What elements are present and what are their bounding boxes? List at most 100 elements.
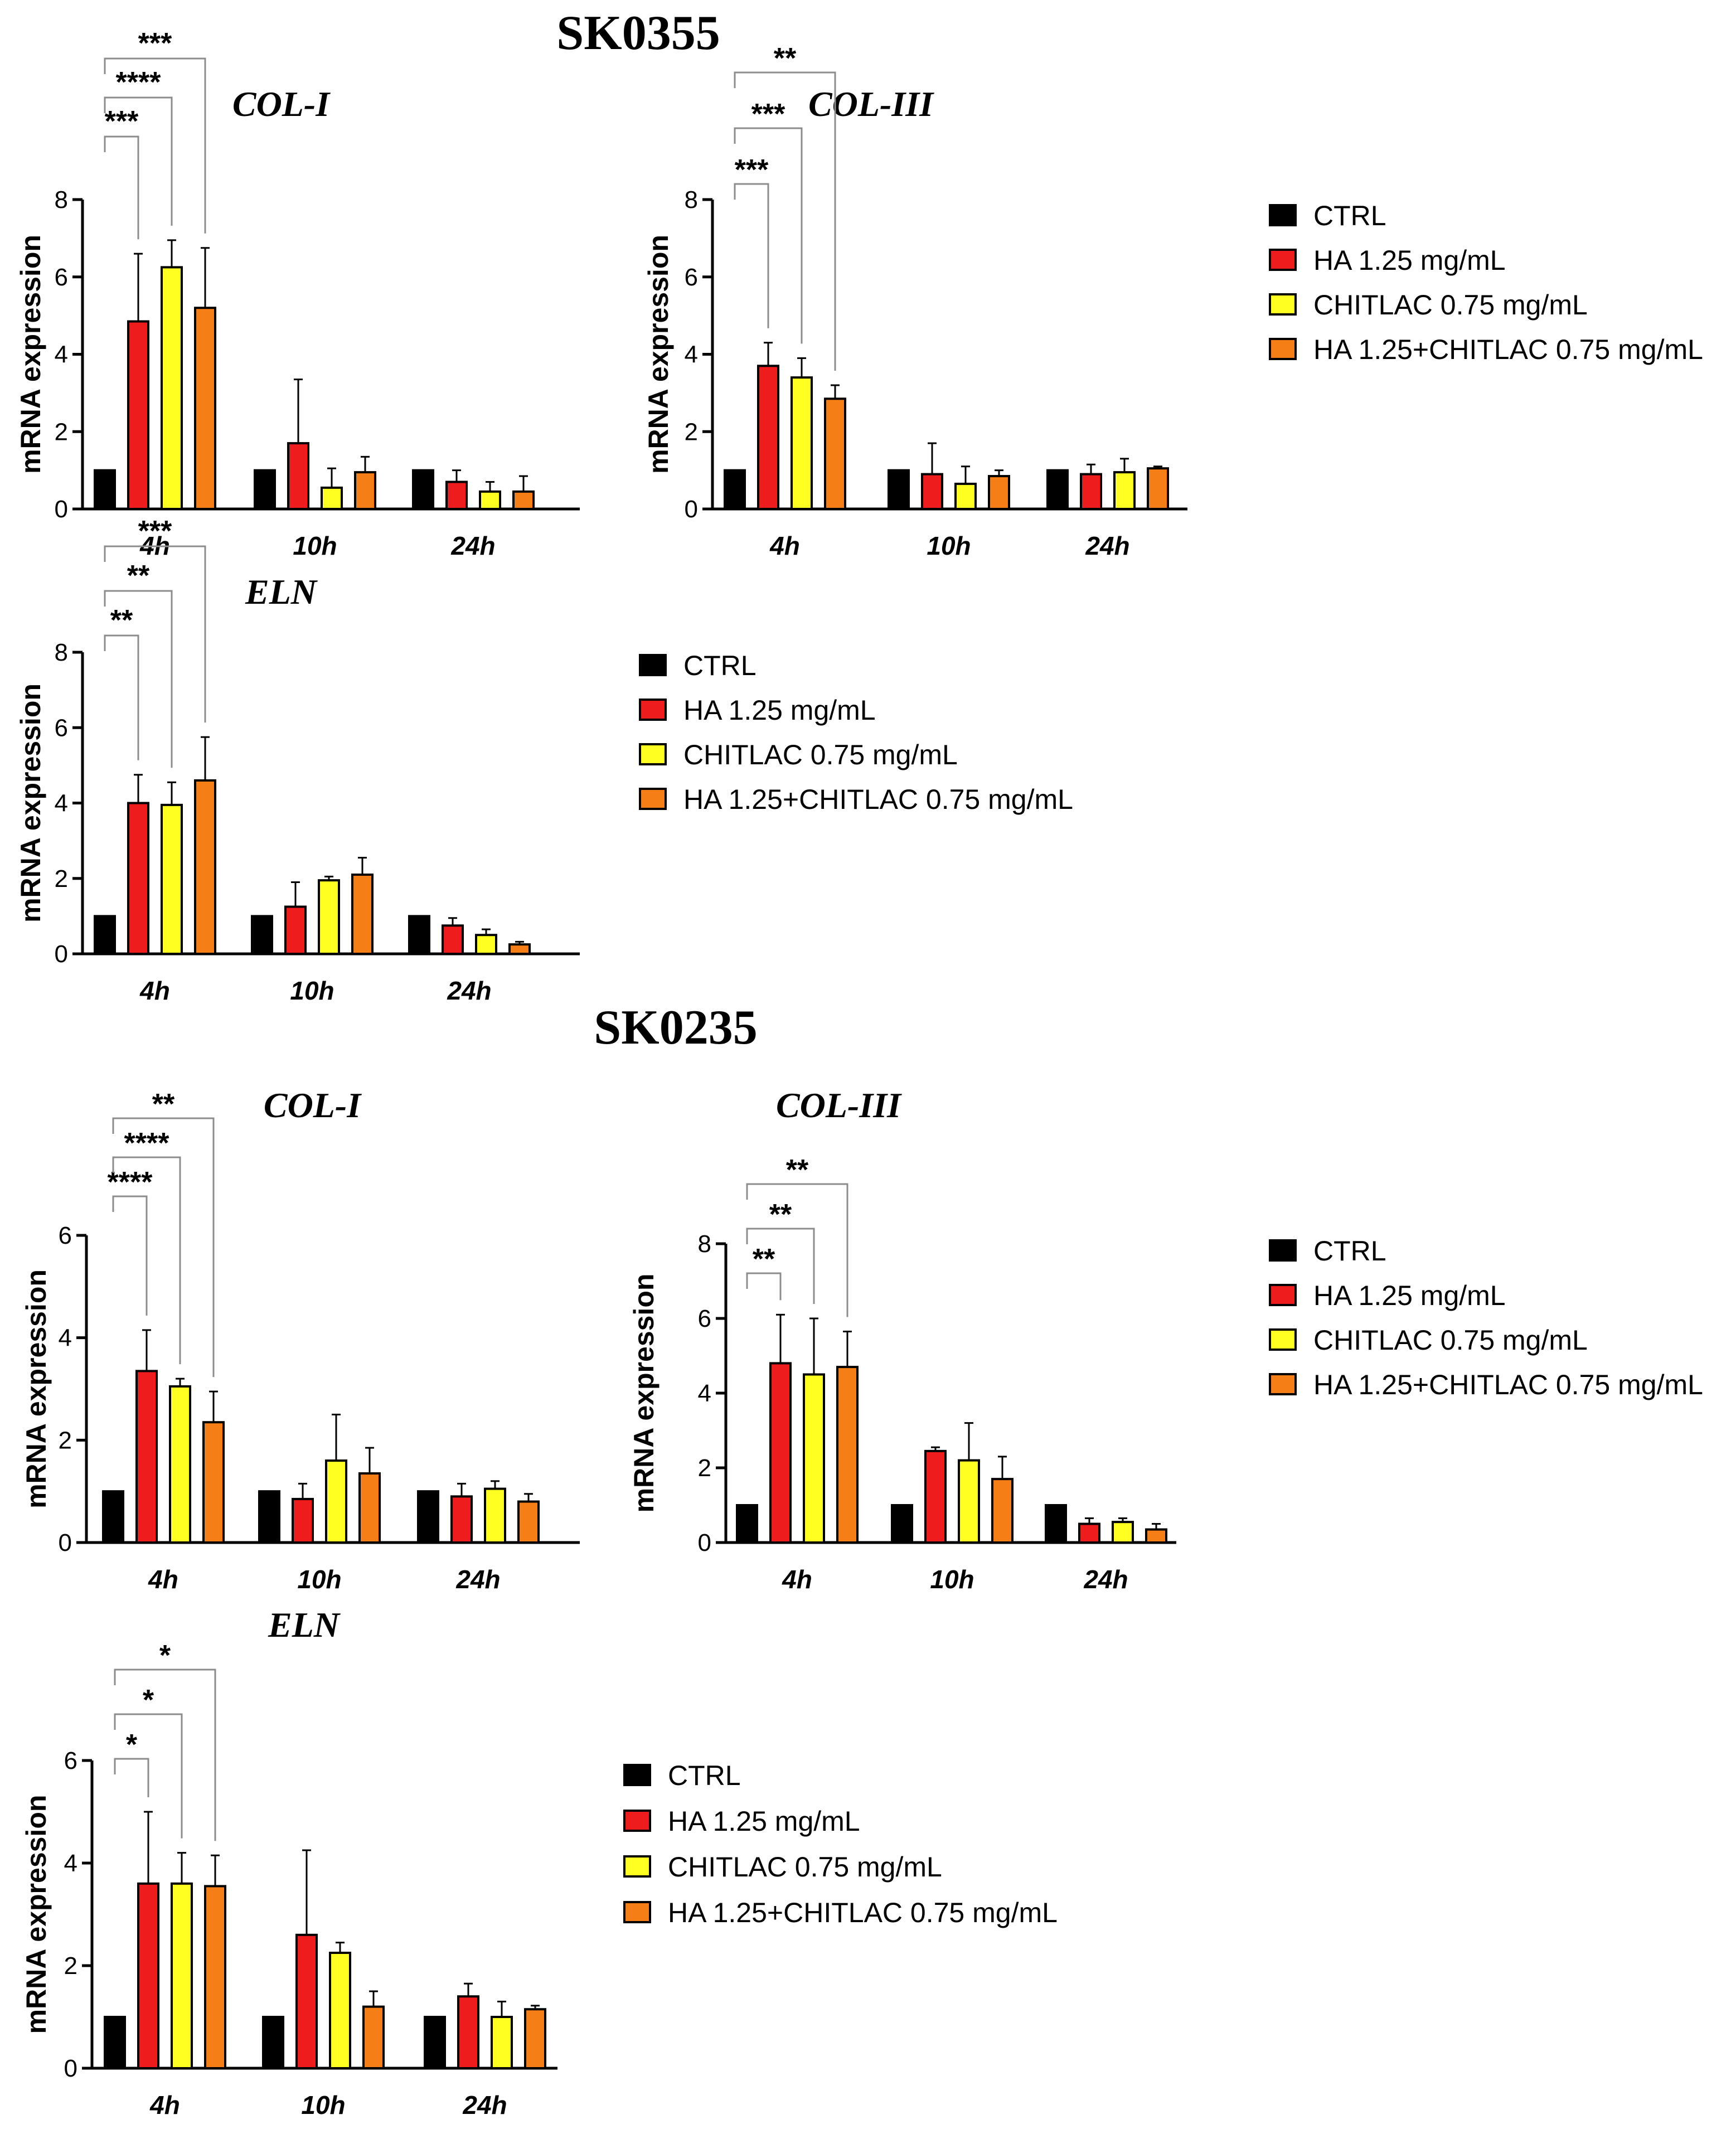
legend-swatch bbox=[639, 699, 667, 721]
significance-bracket bbox=[114, 1758, 149, 1797]
legend-label: HA 1.25+CHITLAC 0.75 mg/mL bbox=[668, 1897, 1058, 1928]
legend: CTRL HA 1.25 mg/mL CHITLAC 0.75 mg/mL HA 1.… bbox=[639, 650, 1073, 815]
significance-bracket bbox=[746, 1228, 815, 1304]
y-tick-label: 4 bbox=[64, 1850, 77, 1877]
legend-swatch bbox=[1269, 1373, 1297, 1395]
bar-10h-ctrl bbox=[262, 2016, 284, 2069]
significance-label: ** bbox=[152, 1088, 175, 1121]
legend-swatch bbox=[1269, 293, 1297, 316]
bar-4h-ha-1-25-chitlac-0-75-mg-ml bbox=[204, 1885, 226, 2069]
legend-label: HA 1.25 mg/mL bbox=[1313, 1280, 1506, 1311]
chart-title: ELN bbox=[268, 1605, 341, 1645]
y-tick-label: 6 bbox=[64, 1747, 77, 1774]
y-tick-label: 2 bbox=[698, 1454, 711, 1482]
bar-24h-ctrl bbox=[408, 915, 430, 955]
y-tick-label: 8 bbox=[685, 186, 698, 214]
legend-swatch bbox=[639, 743, 667, 765]
x-tick-label-24h: 24h bbox=[1085, 531, 1129, 560]
legend-label: CTRL bbox=[668, 1760, 741, 1791]
significance-bracket bbox=[104, 634, 139, 760]
legend-swatch bbox=[1269, 1239, 1297, 1262]
y-axis-label: mRNA expression bbox=[643, 235, 674, 474]
chart-title: COL-I bbox=[264, 1085, 362, 1125]
legend-swatch bbox=[1269, 249, 1297, 271]
legend-label: CTRL bbox=[1313, 1235, 1386, 1267]
significance-bracket bbox=[746, 1272, 782, 1301]
significance-label: **** bbox=[124, 1127, 170, 1160]
bar-4h-ha-1-25-mg-ml bbox=[769, 1362, 792, 1544]
y-tick-label: 2 bbox=[685, 418, 698, 445]
legend-label: HA 1.25+CHITLAC 0.75 mg/mL bbox=[1313, 1369, 1703, 1400]
bar-24h-ha-1-25-mg-ml bbox=[450, 1495, 473, 1544]
legend-swatch bbox=[1269, 1284, 1297, 1306]
bar-24h-ha-1-25-mg-ml bbox=[1080, 473, 1102, 510]
bar-24h-ha-1-25-chitlac-0-75-mg-ml bbox=[524, 2008, 546, 2069]
y-tick-label: 6 bbox=[55, 714, 68, 741]
significance-bracket bbox=[112, 1117, 215, 1378]
legend-label: CHITLAC 0.75 mg/mL bbox=[683, 739, 958, 770]
x-tick-label-24h: 24h bbox=[447, 976, 491, 1005]
bar-24h-ctrl bbox=[412, 469, 434, 510]
bar-24h-ha-1-25-mg-ml bbox=[442, 924, 464, 955]
y-tick-label: 8 bbox=[55, 639, 68, 666]
bar-4h-chitlac-0-75-mg-ml bbox=[161, 266, 183, 510]
bar-4h-chitlac-0-75-mg-ml bbox=[803, 1373, 825, 1544]
legend-label: HA 1.25+CHITLAC 0.75 mg/mL bbox=[1313, 334, 1703, 365]
y-axis-label: mRNA expression bbox=[21, 1795, 52, 2034]
legend-swatch bbox=[623, 1901, 651, 1923]
significance-label: *** bbox=[735, 154, 769, 186]
y-tick-label: 6 bbox=[685, 264, 698, 291]
y-tick-label: 0 bbox=[59, 1529, 72, 1556]
significance-bracket bbox=[104, 57, 206, 234]
legends-layer: CTRL HA 1.25 mg/mL CHITLAC 0.75 mg/mL HA 1.… bbox=[623, 200, 1703, 1928]
significance-bracket bbox=[104, 96, 173, 226]
legend-label: HA 1.25 mg/mL bbox=[683, 695, 876, 726]
bar-24h-chitlac-0-75-mg-ml bbox=[475, 934, 497, 955]
x-tick-label-4h: 4h bbox=[149, 2091, 180, 2120]
significance-bracket bbox=[104, 590, 173, 768]
bar-10h-ha-1-25-mg-ml bbox=[921, 473, 943, 510]
bar-24h-ctrl bbox=[1045, 1504, 1067, 1544]
bar-10h-ha-1-25-mg-ml bbox=[292, 1497, 314, 1544]
y-tick-label: 0 bbox=[55, 496, 68, 523]
section-title-sk0235: SK0235 bbox=[594, 1001, 757, 1055]
legend-label: CTRL bbox=[683, 650, 757, 681]
significance-label: ** bbox=[774, 42, 797, 75]
bar-10h-ha-1-25-mg-ml bbox=[924, 1449, 947, 1544]
bar-4h-ctrl bbox=[104, 2016, 126, 2069]
chart-title: COL-III bbox=[776, 1085, 902, 1125]
y-tick-label: 0 bbox=[698, 1529, 711, 1556]
x-tick-label-4h: 4h bbox=[769, 531, 800, 560]
bar-4h-ha-1-25-mg-ml bbox=[135, 1370, 158, 1544]
bar-10h-ha-1-25-chitlac-0-75-mg-ml bbox=[362, 2005, 385, 2070]
x-tick-label-10h: 10h bbox=[297, 1565, 341, 1594]
bar-4h-ctrl bbox=[102, 1490, 124, 1544]
y-tick-label: 0 bbox=[64, 2055, 77, 2082]
bar-24h-chitlac-0-75-mg-ml bbox=[479, 490, 501, 510]
bar-24h-ctrl bbox=[424, 2016, 446, 2069]
bar-24h-ha-1-25-chitlac-0-75-mg-ml bbox=[1147, 467, 1169, 510]
x-tick-label-24h: 24h bbox=[450, 531, 495, 560]
y-axis-label: mRNA expression bbox=[628, 1274, 660, 1513]
chart-title: ELN bbox=[245, 572, 318, 612]
legend-label: HA 1.25+CHITLAC 0.75 mg/mL bbox=[683, 784, 1073, 815]
section-title-sk0355: SK0355 bbox=[556, 6, 720, 60]
bar-24h-chitlac-0-75-mg-ml bbox=[491, 2016, 513, 2069]
x-tick-label-10h: 10h bbox=[293, 531, 337, 560]
bar-10h-chitlac-0-75-mg-ml bbox=[318, 879, 340, 955]
y-tick-label: 2 bbox=[64, 1952, 77, 1980]
bar-10h-ha-1-25-chitlac-0-75-mg-ml bbox=[988, 475, 1010, 510]
bar-24h-ha-1-25-chitlac-0-75-mg-ml bbox=[512, 490, 535, 510]
significance-label: * bbox=[143, 1684, 154, 1716]
legend-swatch bbox=[1269, 204, 1297, 226]
legend-swatch bbox=[623, 1855, 651, 1878]
bar-4h-ha-1-25-mg-ml bbox=[127, 320, 149, 510]
bar-10h-chitlac-0-75-mg-ml bbox=[954, 482, 977, 510]
x-tick-label-10h: 10h bbox=[930, 1565, 974, 1594]
bar-10h-ctrl bbox=[891, 1504, 913, 1544]
y-tick-label: 4 bbox=[55, 790, 68, 817]
legend: CTRL HA 1.25 mg/mL CHITLAC 0.75 mg/mL HA 1.… bbox=[1269, 200, 1703, 365]
